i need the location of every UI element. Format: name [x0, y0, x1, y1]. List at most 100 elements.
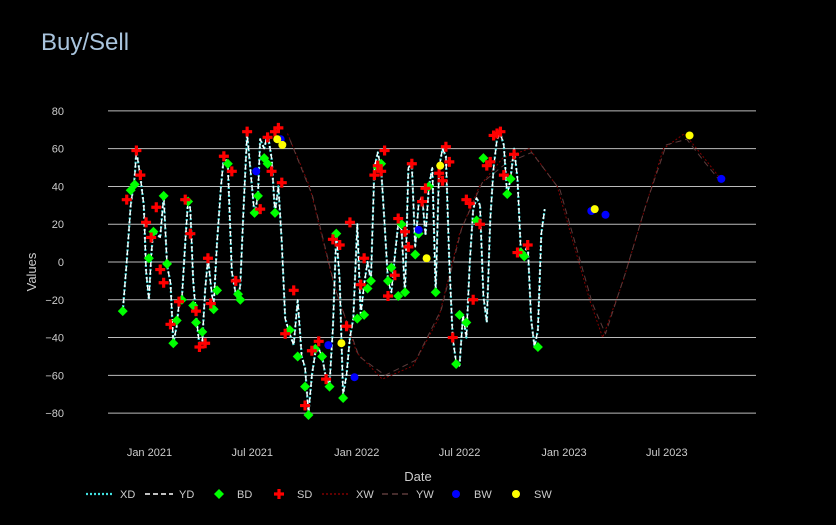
bd-marker [191, 317, 202, 328]
bd-marker [162, 258, 173, 269]
series-markers [117, 122, 726, 420]
sd-marker [131, 145, 142, 156]
legend-item-sd[interactable]: SD [274, 489, 312, 501]
x-tick-label: Jan 2023 [541, 447, 586, 459]
legend-label-yw: YW [416, 489, 434, 501]
bd-marker [386, 262, 397, 273]
legend-item-sw[interactable]: SW [512, 489, 552, 501]
sd-marker [300, 400, 311, 411]
sd-marker [359, 253, 370, 264]
bd-marker [129, 179, 140, 190]
bd-marker [365, 275, 376, 286]
bd-marker [197, 326, 208, 337]
sd-marker [288, 285, 299, 296]
sd-marker [185, 228, 196, 239]
bd-marker [338, 393, 349, 403]
legend-swatch-bd [214, 489, 224, 499]
sd-marker [158, 277, 169, 288]
sd-marker [313, 336, 324, 347]
sd-marker [488, 130, 499, 141]
sd-marker [146, 232, 157, 243]
sd-marker [202, 253, 213, 264]
sd-marker [218, 151, 229, 162]
sd-marker [464, 198, 475, 209]
y-tick-label: 40 [52, 181, 64, 193]
legend[interactable]: XD YD BD SD XW YW BW SW [86, 489, 552, 501]
sw-marker [422, 254, 431, 263]
sd-marker [327, 234, 338, 245]
y-tick-label: 20 [52, 219, 64, 231]
sd-marker [522, 240, 533, 250]
bw-marker [252, 167, 261, 176]
legend-label-bd: BD [237, 489, 252, 501]
sd-marker [280, 328, 291, 339]
bw-marker [601, 210, 610, 219]
sd-marker [369, 170, 380, 181]
legend-item-xw[interactable]: XW [322, 489, 374, 501]
sd-marker [344, 217, 355, 228]
sd-marker [266, 166, 277, 177]
bw-marker [414, 225, 423, 234]
bd-marker [303, 410, 314, 420]
bd-marker [235, 294, 246, 305]
bd-marker [519, 251, 530, 262]
y-axis-ticks: −80 −60 −40 −20 0 20 40 60 80 [45, 106, 64, 420]
sd-marker [444, 156, 455, 167]
bd-marker [410, 249, 421, 260]
legend-item-yw[interactable]: YW [382, 489, 434, 501]
sd-marker [509, 149, 520, 160]
sd-marker [382, 291, 393, 301]
sd-marker [434, 168, 445, 179]
sd-marker [437, 175, 448, 186]
sd-marker [173, 296, 184, 307]
bd-marker [252, 190, 263, 201]
sd-marker [372, 160, 383, 171]
y-tick-label: −60 [45, 370, 64, 382]
sd-marker [468, 294, 479, 305]
chart-title: Buy/Sell [41, 29, 129, 56]
sw-marker [337, 339, 346, 348]
legend-swatch-bw [452, 490, 460, 498]
bd-marker [117, 306, 128, 317]
sd-marker [273, 122, 284, 133]
x-tick-label: Jan 2022 [334, 447, 379, 459]
sd-marker [255, 204, 266, 215]
bd-marker [168, 338, 179, 349]
bd-marker [300, 381, 311, 392]
sd-marker [406, 158, 417, 169]
bd-marker [317, 351, 328, 362]
x-tick-label: Jul 2021 [231, 447, 273, 459]
x-tick-label: Jul 2023 [646, 447, 688, 459]
legend-item-xd[interactable]: XD [86, 489, 135, 501]
bd-marker [382, 275, 393, 286]
legend-item-yd[interactable]: YD [145, 489, 194, 501]
legend-item-bw[interactable]: BW [452, 489, 492, 501]
legend-swatch-sd [274, 489, 284, 499]
legend-label-xd: XD [120, 489, 135, 501]
y-tick-label: −20 [45, 295, 64, 307]
xw-series-line [287, 133, 720, 380]
sd-marker [165, 319, 176, 330]
bw-marker [324, 341, 333, 350]
sd-marker [341, 321, 352, 332]
legend-label-bw: BW [474, 489, 492, 501]
sd-marker [355, 279, 366, 290]
bd-marker [352, 313, 363, 324]
bd-marker [324, 381, 335, 392]
sd-marker [440, 141, 451, 152]
bd-marker [430, 287, 441, 298]
sd-marker [226, 166, 237, 177]
sd-marker [262, 132, 273, 143]
sd-marker [141, 217, 152, 228]
bd-marker [502, 189, 513, 199]
sd-marker [121, 194, 132, 205]
legend-item-bd[interactable]: BD [214, 489, 252, 501]
bd-marker [461, 317, 472, 328]
y-tick-label: 80 [52, 106, 64, 118]
x-tick-label: Jul 2022 [439, 447, 481, 459]
bw-marker [717, 174, 726, 183]
bd-marker [400, 287, 411, 298]
sd-marker [417, 196, 428, 207]
bd-marker [451, 359, 462, 369]
